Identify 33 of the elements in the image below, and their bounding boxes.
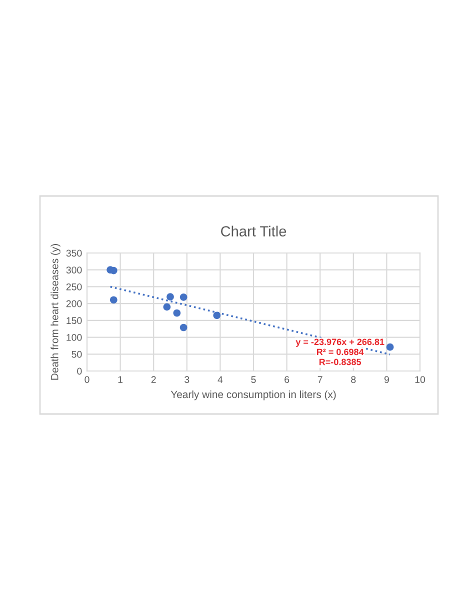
point — [180, 293, 188, 301]
x-tick-label: 9 — [384, 376, 389, 383]
x-tick-label: 7 — [318, 376, 322, 383]
x-tick-label: 3 — [184, 376, 190, 383]
annotation: R=-0.8385 — [319, 358, 362, 366]
point — [213, 312, 221, 320]
y-tick-label: 150 — [66, 317, 82, 324]
point — [386, 343, 394, 351]
point — [166, 293, 174, 301]
x-tick-label: 4 — [218, 376, 223, 383]
point — [163, 303, 171, 311]
y-tick-label: 350 — [66, 250, 82, 257]
y-axis-title: Death from heart diseases (y) — [50, 244, 60, 380]
point — [173, 309, 181, 317]
x-tick-label: 5 — [251, 376, 256, 383]
x-tick-label: 10 — [415, 376, 426, 383]
y-tick-label: 200 — [66, 300, 82, 308]
x-axis-title: Yearly wine consumption in liters (x) — [170, 390, 336, 400]
point — [180, 324, 188, 332]
y-tick-label: 0 — [77, 368, 82, 375]
annotation: R² = 0.6984 — [316, 348, 364, 356]
y-tick-label: 250 — [66, 283, 82, 290]
y-tick-label: 300 — [66, 266, 82, 274]
annotation: y = -23.976x + 266.81 — [296, 338, 384, 347]
x-tick-label: 0 — [84, 376, 90, 383]
x-tick-label: 8 — [351, 376, 356, 383]
chart-title: Chart Title — [221, 226, 286, 236]
point — [110, 296, 118, 304]
x-tick-label: 2 — [151, 376, 156, 383]
x-tick-label: 1 — [118, 376, 123, 383]
y-tick-label: 100 — [66, 334, 82, 341]
x-tick-label: 6 — [284, 376, 290, 383]
y-tick-label: 50 — [72, 350, 82, 358]
